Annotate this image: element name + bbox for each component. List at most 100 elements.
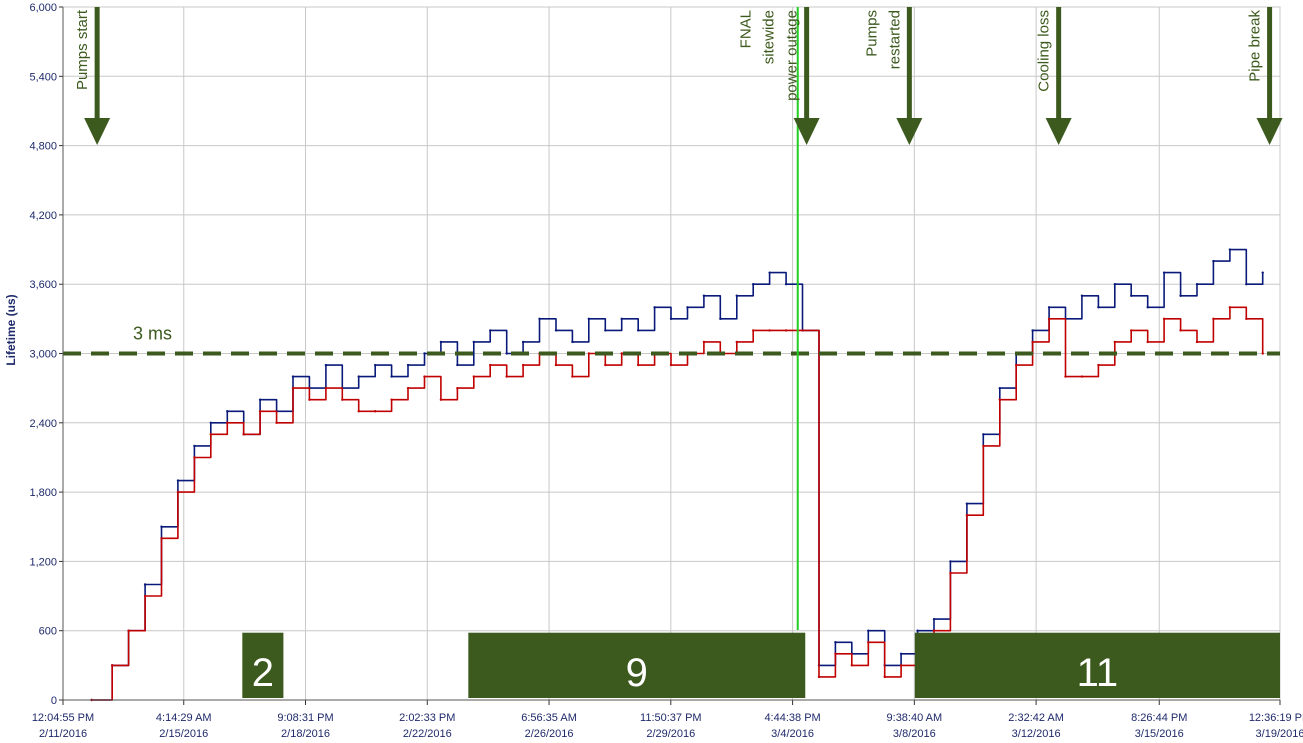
series-2-point [1080,375,1084,378]
x-tick-time: 8:26:44 PM [1131,712,1187,724]
series-1-point [521,340,525,344]
series-1-point [982,433,985,436]
y-tick-label: 4,800 [29,141,57,153]
series-2-point [899,664,903,667]
annotation-text: power outage [784,10,801,101]
series-1-point [620,317,623,321]
y-tick-label: 600 [39,626,57,638]
series-2-point [209,433,213,436]
series-1-point [653,306,656,309]
series-2-point [817,675,821,679]
x-tick-date: 3/19/2016 [1256,728,1303,740]
series-2-point [1064,375,1067,378]
annotation-text: sitewide [761,10,778,64]
series-2-point [143,594,147,598]
series-1-point [719,317,722,321]
series-2-point [242,433,245,436]
y-tick-label: 1,200 [29,556,57,568]
series-2-point [357,410,360,413]
annotation-text: FNAL [738,10,755,48]
series-1-point [768,271,771,274]
series-2-point [1228,306,1232,309]
series-2-point [604,363,607,367]
series-2-point [193,456,196,459]
x-tick-time: 9:08:31 PM [277,712,333,724]
series-2-point [571,375,574,378]
y-axis-label: Lifetime (us) [4,294,18,365]
region-box [468,632,806,698]
series-1-point [291,375,295,378]
series-1-point [1113,283,1117,286]
series-1-point [965,502,969,505]
threshold-label: 3 ms [133,324,172,344]
series-1-point [587,317,591,321]
series-2-point [390,398,393,401]
annotation-text: Pumps [863,10,880,57]
annotation-arrow-head [896,118,923,145]
y-tick-label: 4,200 [29,210,57,222]
annotation-arrow-head [84,118,111,145]
series-2-point [850,664,854,667]
x-tick-date: 3/15/2016 [1135,728,1184,740]
series-1-point [209,421,213,424]
series-1-point [554,329,558,332]
series-1-point [456,363,459,367]
x-tick-time: 2:02:33 PM [399,712,455,724]
series-1-point [686,306,689,309]
series-2-point [489,363,492,367]
x-tick-date: 2/18/2016 [281,728,330,740]
series-1-point [423,352,426,355]
region-label: 9 [626,651,648,695]
y-tick-label: 0 [51,695,57,707]
x-tick-time: 4:14:29 AM [156,712,212,724]
series-2-point [768,329,771,332]
series-2-point [423,375,426,378]
series-2-point [373,410,377,413]
x-tick-time: 12:36:19 PM [1249,712,1303,724]
series-2-point [176,490,180,494]
series-1-point [604,329,607,332]
series-1-point [1228,248,1232,251]
series-1-point [1146,306,1149,309]
annotation-arrow-head [793,118,820,145]
series-2-point [587,352,591,355]
series-1-point [505,352,508,355]
series-2-point [1031,340,1034,344]
series-1-point [160,525,163,528]
series-1-point [373,363,377,367]
series-2-point [669,363,673,367]
x-tick-time: 9:38:40 AM [887,712,943,724]
series-2-point [1195,340,1199,344]
threshold-layer: 3 ms [63,324,1280,356]
series-2-point [341,398,344,401]
series-2-point [636,363,640,367]
series-1-point [752,283,755,286]
series-1-point [1179,294,1182,297]
series-1-point [932,617,936,621]
series-1-point [390,375,393,378]
annotation-text: Pipe break [1247,10,1264,82]
x-tick-time: 11:50:37 PM [640,712,702,724]
series-1-point [1162,271,1166,274]
series-2-point [1113,340,1117,344]
series-2-point [521,363,525,367]
series-1-point [702,294,706,297]
series-1-point [324,363,328,367]
x-tick-date: 2/29/2016 [646,728,695,740]
series-2-point [308,398,311,401]
x-tick-date: 3/12/2016 [1012,728,1061,740]
series-1-point [439,340,443,344]
series-1-point [193,444,196,448]
region-label: 11 [1077,651,1119,695]
series-1-point [1031,329,1034,332]
series-2-point [1212,317,1215,321]
series-2-point [439,398,443,401]
series-line-2 [91,306,1264,701]
series-2-point [505,375,508,378]
series-2-point [1130,329,1133,332]
series-2-point [258,410,262,413]
x-tick-date: 3/8/2016 [893,728,936,740]
series-2-point [275,421,278,424]
series-2-point [1146,340,1149,344]
